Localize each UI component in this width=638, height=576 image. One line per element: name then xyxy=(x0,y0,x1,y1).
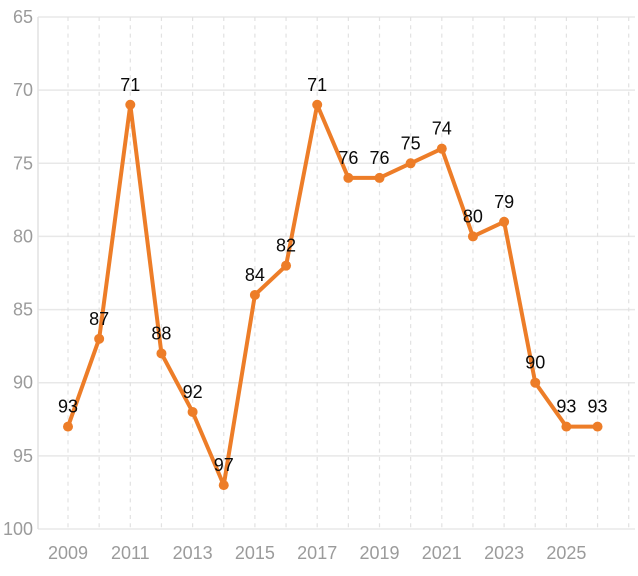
x-tick-label: 2013 xyxy=(173,543,213,563)
x-tick-label: 2025 xyxy=(546,543,586,563)
y-tick-label: 95 xyxy=(13,446,33,466)
y-tick-label: 100 xyxy=(3,519,33,539)
data-point-label: 71 xyxy=(307,75,327,95)
data-point[interactable] xyxy=(281,260,292,271)
data-point[interactable] xyxy=(187,406,198,417)
data-point-label: 97 xyxy=(214,455,234,475)
data-point[interactable] xyxy=(63,421,73,432)
data-point-label: 71 xyxy=(120,75,140,95)
x-tick-label: 2011 xyxy=(111,543,150,563)
data-point[interactable] xyxy=(436,143,447,154)
data-point-label: 93 xyxy=(588,397,608,417)
data-point[interactable] xyxy=(467,231,478,242)
data-point-label: 87 xyxy=(89,309,109,329)
data-point[interactable] xyxy=(343,172,354,183)
y-tick-label: 90 xyxy=(13,373,33,393)
data-point[interactable] xyxy=(530,377,541,388)
data-point[interactable] xyxy=(592,421,603,432)
data-point-label: 76 xyxy=(338,148,358,168)
data-point[interactable] xyxy=(499,216,510,227)
data-point-label: 90 xyxy=(525,353,545,373)
x-tick-label: 2023 xyxy=(484,543,524,563)
data-point-label: 84 xyxy=(245,265,265,285)
y-tick-label: 75 xyxy=(13,153,33,173)
data-point[interactable] xyxy=(94,333,105,344)
data-point-label: 79 xyxy=(494,192,514,212)
x-tick-label: 2019 xyxy=(359,543,399,563)
data-point[interactable] xyxy=(156,348,167,359)
y-tick-label: 85 xyxy=(13,300,33,320)
data-point[interactable] xyxy=(374,172,385,183)
y-tick-label: 70 xyxy=(13,80,33,100)
x-tick-label: 2015 xyxy=(235,543,275,563)
x-tick-label: 2009 xyxy=(48,543,88,563)
data-point-label: 80 xyxy=(463,206,483,226)
data-point[interactable] xyxy=(561,421,572,432)
data-point[interactable] xyxy=(312,99,323,110)
y-tick-label: 65 xyxy=(13,7,33,27)
data-point-label: 92 xyxy=(183,382,203,402)
data-point-label: 93 xyxy=(58,397,78,417)
series-line xyxy=(66,102,600,488)
data-point-label: 93 xyxy=(556,397,576,417)
data-point[interactable] xyxy=(125,99,136,110)
data-point-label: 82 xyxy=(276,236,296,256)
x-tick-label: 2021 xyxy=(422,543,462,563)
data-point[interactable] xyxy=(218,480,229,491)
data-point-label: 74 xyxy=(432,119,452,139)
y-tick-label: 80 xyxy=(13,226,33,246)
data-point[interactable] xyxy=(249,289,260,300)
data-point[interactable] xyxy=(405,158,416,169)
x-tick-label: 2017 xyxy=(297,543,337,563)
data-point-label: 75 xyxy=(401,133,421,153)
data-point-label: 88 xyxy=(151,323,171,343)
data-point-label: 76 xyxy=(369,148,389,168)
